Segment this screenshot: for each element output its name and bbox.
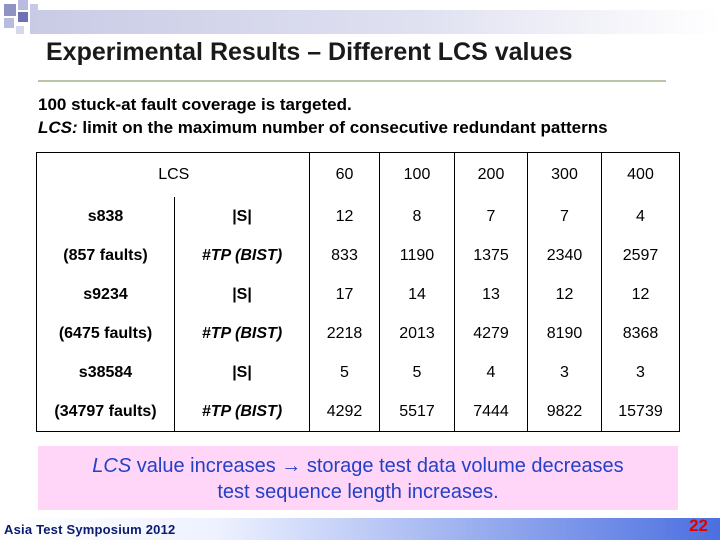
table-cell: 17 <box>309 275 380 314</box>
conclusion-box: LCS value increases → storage test data … <box>38 446 678 510</box>
table-cell: 5 <box>379 353 455 392</box>
table-cell: 3 <box>527 353 602 392</box>
table-cell: 8368 <box>601 314 680 353</box>
table-cell: 12 <box>309 197 380 236</box>
table-cell: 833 <box>309 236 380 275</box>
metric-label: |S| <box>174 275 310 314</box>
table-cell: 1375 <box>454 236 528 275</box>
lcs-value: 300 <box>527 152 602 197</box>
table-cell: 4 <box>454 353 528 392</box>
circuit-name: s838 <box>36 197 175 236</box>
metric-label: #TP (BIST) <box>174 314 310 353</box>
intro-text: 100 stuck-at fault coverage is targeted.… <box>38 93 608 139</box>
table-cell: 2013 <box>379 314 455 353</box>
title-band <box>30 10 720 34</box>
table-cell: 12 <box>527 275 602 314</box>
table-cell: 4292 <box>309 392 380 432</box>
table-cell: 8 <box>379 197 455 236</box>
intro-line-2-rest: limit on the maximum number of consecuti… <box>77 118 608 137</box>
intro-line-1: 100 stuck-at fault coverage is targeted. <box>38 95 352 114</box>
table-cell: 12 <box>601 275 680 314</box>
intro-line-2: LCS: limit on the maximum number of cons… <box>38 116 608 139</box>
circuit-name: s9234 <box>36 275 175 314</box>
table-cell: 15739 <box>601 392 680 432</box>
table-cell: 7 <box>527 197 602 236</box>
circuit-faults: (6475 faults) <box>36 314 175 353</box>
circuit-faults: (34797 faults) <box>36 392 175 432</box>
lcs-value: 200 <box>454 152 528 197</box>
conclusion-line-1-rest: value increases → storage test data volu… <box>131 455 624 477</box>
intro-line-2-term: LCS: <box>38 118 78 137</box>
table-cell: 7444 <box>454 392 528 432</box>
page-number: 22 <box>689 516 708 535</box>
table-cell: 1190 <box>379 236 455 275</box>
table-cell: 4 <box>601 197 680 236</box>
table-row: (6475 faults) #TP (BIST) 2218 2013 4279 … <box>36 314 680 353</box>
circuit-name: s38584 <box>36 353 175 392</box>
table-cell: 5 <box>309 353 380 392</box>
table-header-row: LCS 60 100 200 300 400 <box>36 152 680 197</box>
table-row: (34797 faults) #TP (BIST) 4292 5517 7444… <box>36 392 680 432</box>
table-cell: 2218 <box>309 314 380 353</box>
table-cell: 2597 <box>601 236 680 275</box>
table-cell: 14 <box>379 275 455 314</box>
footer-event-name: Asia Test Symposium 2012 <box>4 522 176 537</box>
lcs-value: 400 <box>601 152 680 197</box>
metric-label: #TP (BIST) <box>174 392 310 432</box>
table-cell: 3 <box>601 353 680 392</box>
slide-title: Experimental Results – Different LCS val… <box>46 38 573 66</box>
table-row: s838 |S| 12 8 7 7 4 <box>36 197 680 236</box>
table-cell: 4279 <box>454 314 528 353</box>
title-divider <box>38 80 666 82</box>
table-row: s9234 |S| 17 14 13 12 12 <box>36 275 680 314</box>
conclusion-line-2: test sequence length increases. <box>217 481 499 503</box>
lcs-header: LCS <box>36 152 189 197</box>
table-cell: 13 <box>454 275 528 314</box>
table-cell: 9822 <box>527 392 602 432</box>
lcs-value: 60 <box>309 152 380 197</box>
table-cell: 2340 <box>527 236 602 275</box>
circuit-faults: (857 faults) <box>36 236 175 275</box>
table-row: s38584 |S| 5 5 4 3 3 <box>36 353 680 392</box>
results-table: LCS 60 100 200 300 400 s838 |S| 12 8 7 7… <box>36 152 680 432</box>
conclusion-term: LCS <box>92 455 132 477</box>
table-cell: 7 <box>454 197 528 236</box>
conclusion-line-1: LCS value increases → storage test data … <box>38 453 678 479</box>
metric-label: |S| <box>174 197 310 236</box>
table-row: (857 faults) #TP (BIST) 833 1190 1375 23… <box>36 236 680 275</box>
table-cell: 5517 <box>379 392 455 432</box>
footer-bar <box>0 518 720 540</box>
lcs-value: 100 <box>379 152 455 197</box>
metric-label: #TP (BIST) <box>174 236 310 275</box>
metric-label: |S| <box>174 353 310 392</box>
table-cell: 8190 <box>527 314 602 353</box>
